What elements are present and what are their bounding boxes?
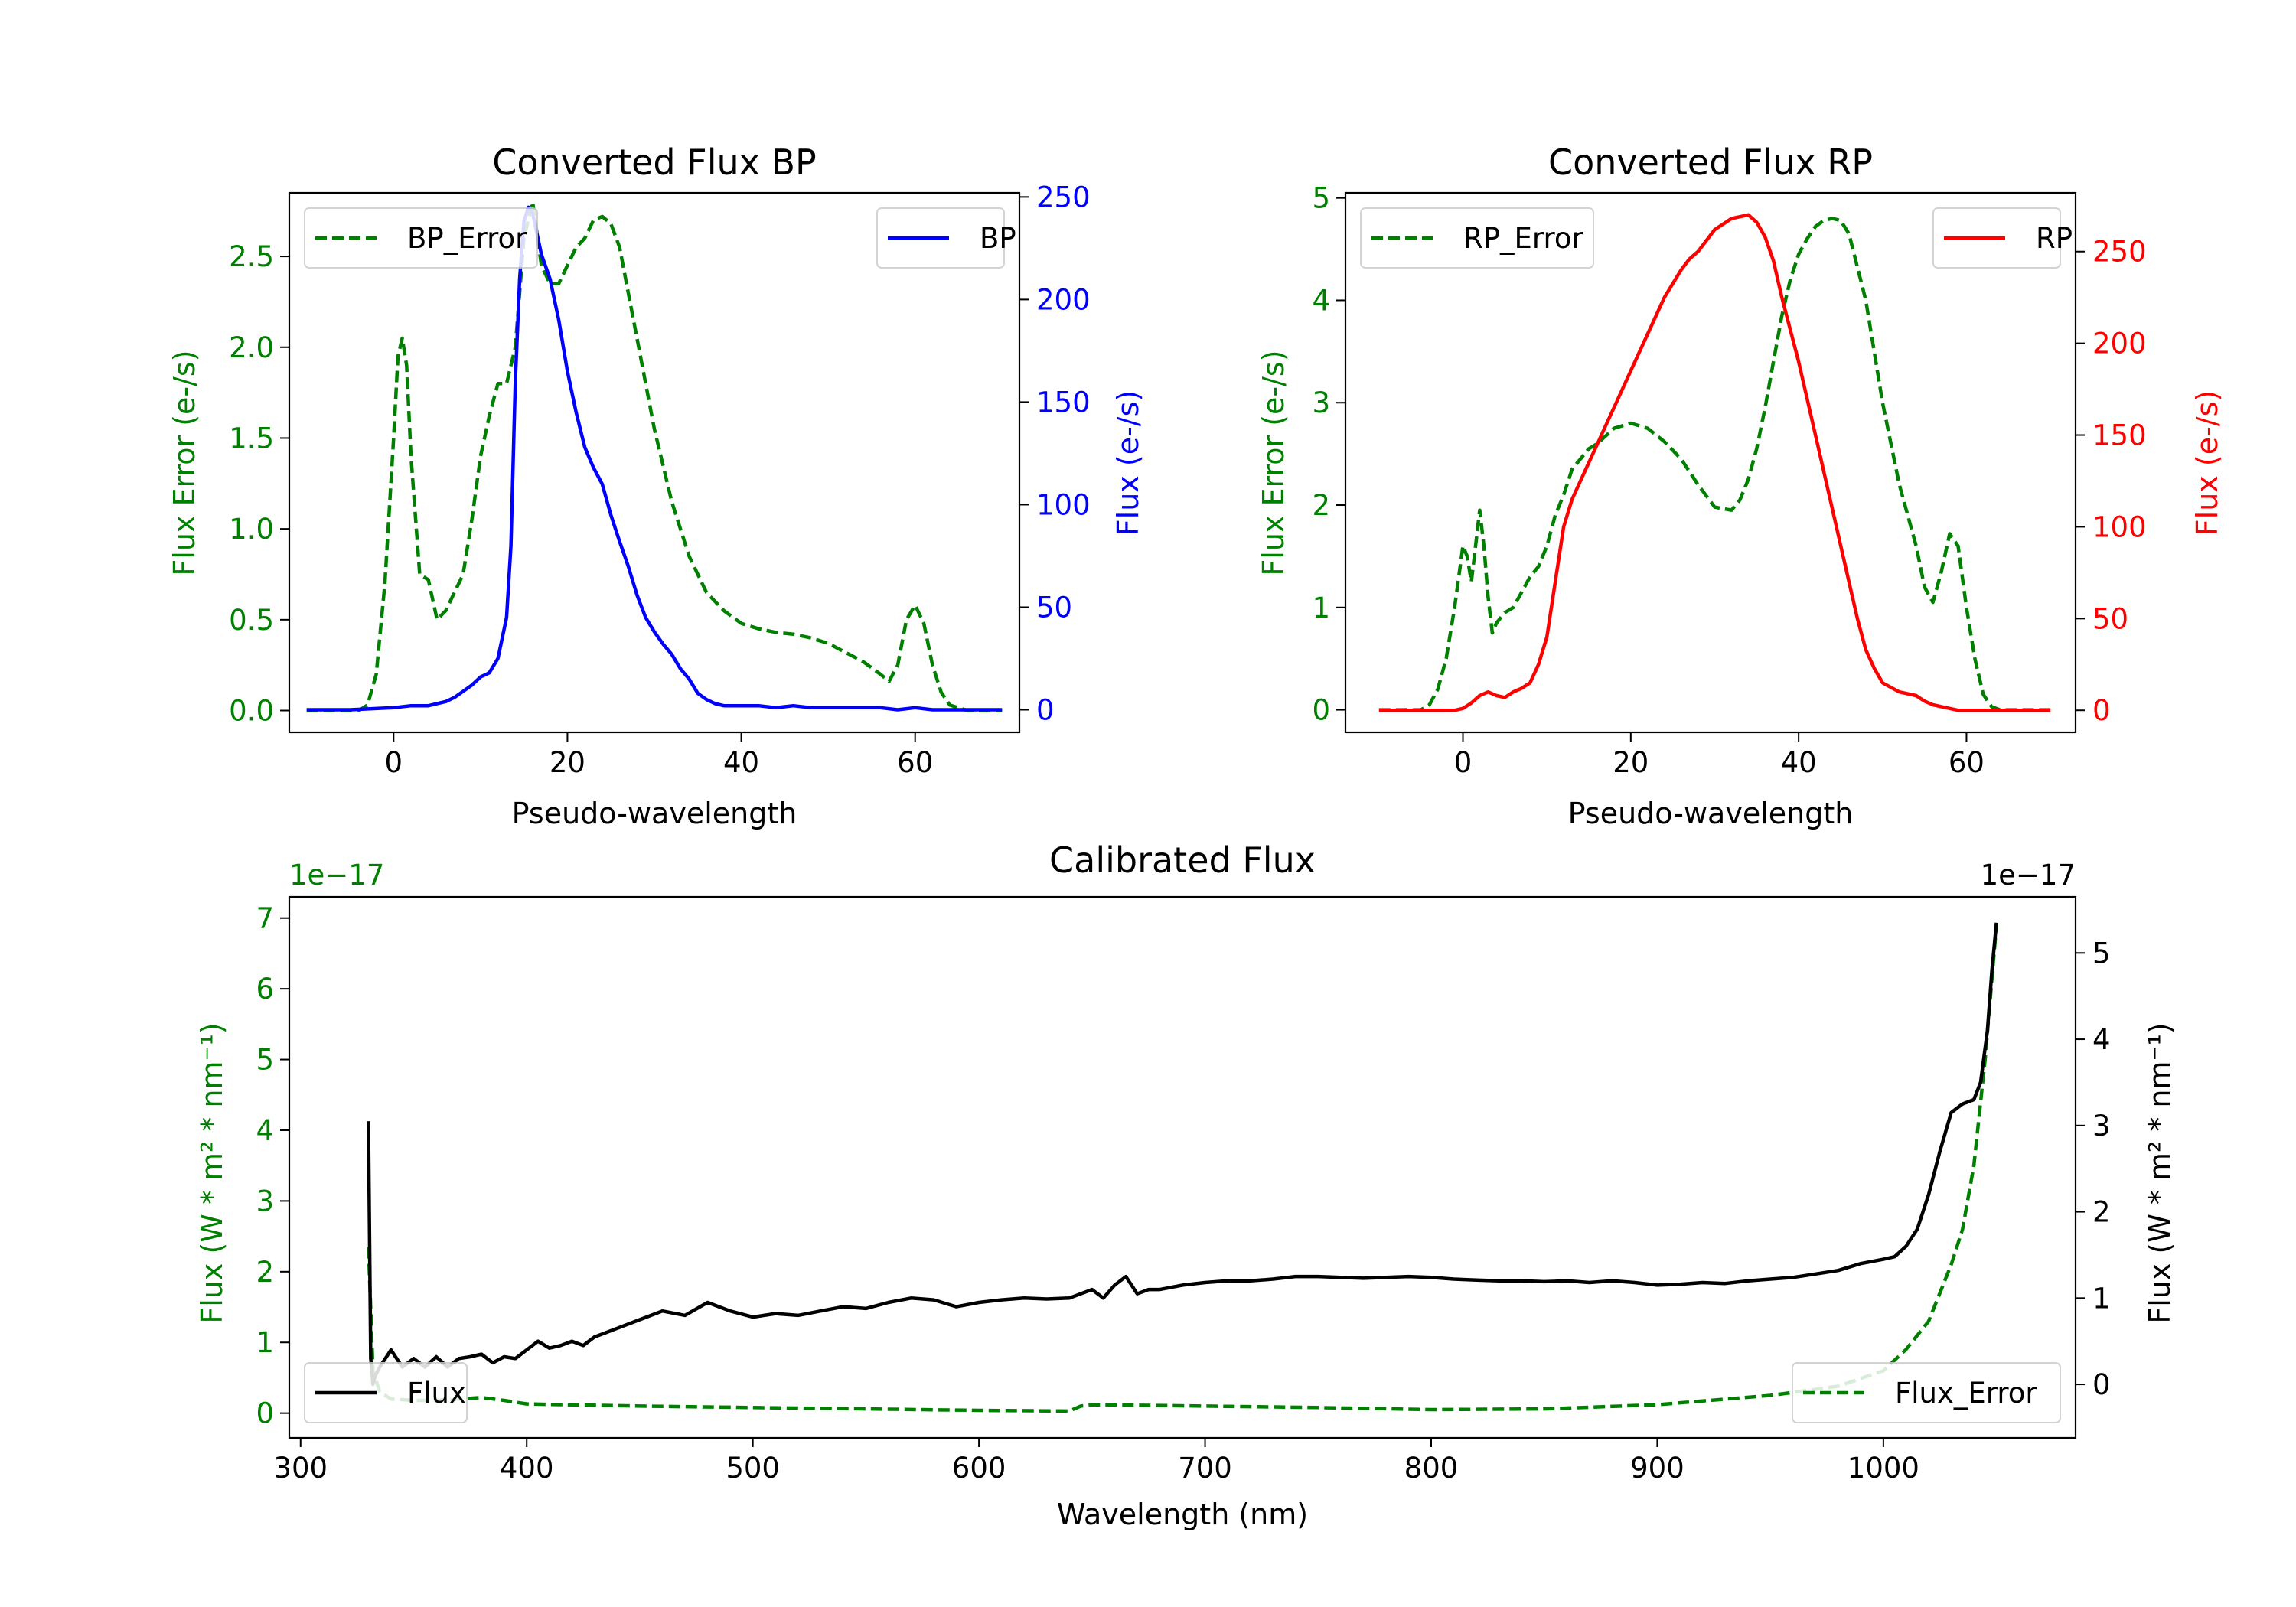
right-y-tick-label: 50: [1036, 591, 1072, 624]
left-y-tick-label: 1.0: [229, 513, 274, 546]
right-y-tick-label: 150: [1036, 386, 1091, 419]
legend-box: [1360, 207, 1594, 269]
x-tick-label: 300: [273, 1452, 328, 1485]
x-tick-label: 800: [1404, 1452, 1459, 1485]
left-y-tick-label: 4: [1312, 284, 1330, 317]
right-y-tick-label: 250: [2092, 236, 2147, 269]
right-y-tick-label: 4: [2092, 1023, 2111, 1056]
x-axis-label: Pseudo-wavelength: [1568, 797, 1854, 830]
x-tick-label: 60: [897, 746, 933, 779]
left-y-tick-label: 7: [256, 902, 274, 935]
right-y-tick-label: 200: [2092, 328, 2147, 360]
left-y-axis-label: Flux Error (e-/s): [168, 350, 201, 575]
plot-frame: [1344, 191, 2077, 734]
legend-label: RP: [2036, 222, 2073, 255]
right-y-axis-label: Flux (e-/s): [2190, 390, 2224, 536]
legend-label: BP: [980, 222, 1016, 255]
right-y-tick-label: 5: [2092, 937, 2111, 970]
left-y-tick-label: 4: [256, 1114, 274, 1147]
left-y-tick-label: 2.0: [229, 331, 274, 364]
series-line-bp-error: [306, 200, 1003, 712]
chart-converted-flux-bp: Converted Flux BP Pseudo-wavelength Flux…: [168, 142, 1145, 830]
plot-frame: [288, 895, 2077, 1439]
left-y-tick-label: 1.5: [229, 422, 274, 455]
legend-label: RP_Error: [1463, 222, 1583, 255]
left-y-tick-label: 3: [256, 1185, 274, 1217]
legend-rp: RP: [1932, 207, 2073, 269]
chart-title: Converted Flux BP: [492, 142, 817, 183]
left-y-tick-label: 1: [1312, 592, 1330, 624]
series-line-bp: [306, 205, 1003, 712]
left-y-tick-label: 0: [256, 1397, 274, 1430]
left-y-tick-label: 0: [1312, 694, 1330, 727]
legend-bp-error: BP_Error: [304, 207, 538, 269]
right-y-tick-label: 200: [1036, 283, 1091, 316]
series-line-rp-error: [1378, 217, 2051, 712]
left-y-tick-label: 3: [1312, 386, 1330, 419]
chart-title: Converted Flux RP: [1548, 142, 1873, 183]
left-y-tick-label: 0.0: [229, 695, 274, 728]
series-line-rp: [1378, 213, 2051, 712]
right-y-tick-label: 100: [2092, 510, 2147, 543]
right-y-offset-text: 1e−17: [1981, 859, 2076, 892]
x-axis-label: Pseudo-wavelength: [512, 797, 797, 830]
right-y-tick-label: 2: [2092, 1196, 2111, 1229]
right-y-axis-label: Flux (W * m² * nm⁻¹): [2143, 1022, 2177, 1323]
right-y-tick-label: 250: [1036, 181, 1091, 214]
right-y-tick-label: 150: [2092, 419, 2147, 452]
x-tick-label: 1000: [1848, 1452, 1919, 1485]
left-y-tick-label: 2: [256, 1256, 274, 1289]
chart-converted-flux-rp: Converted Flux RP Pseudo-wavelength Flux…: [1257, 142, 2224, 830]
legend-box: [304, 207, 538, 269]
x-tick-label: 40: [1781, 746, 1817, 779]
x-tick-label: 900: [1630, 1452, 1684, 1485]
legend-label: Flux_Error: [1895, 1377, 2037, 1410]
x-tick-label: 0: [385, 746, 403, 779]
chart-title: Calibrated Flux: [1049, 839, 1316, 881]
left-y-offset-text: 1e−17: [289, 859, 384, 892]
x-tick-label: 500: [726, 1452, 780, 1485]
series-line-flux: [367, 922, 1998, 1387]
right-y-tick-label: 0: [2092, 694, 2111, 727]
right-y-axis-label: Flux (e-/s): [1111, 390, 1145, 536]
left-y-tick-label: 6: [256, 973, 274, 1006]
left-y-axis-label: Flux (W * m² * nm⁻¹): [195, 1022, 229, 1323]
legend-flux-error: Flux_Error: [1792, 1362, 2061, 1423]
legend-bp: BP: [876, 207, 1016, 269]
legend-box: [1792, 1362, 2061, 1423]
x-axis-label: Wavelength (nm): [1057, 1498, 1308, 1531]
x-tick-label: 400: [500, 1452, 554, 1485]
right-y-tick-label: 0: [1036, 694, 1055, 727]
left-y-tick-label: 1: [256, 1326, 274, 1359]
legend-label: Flux: [407, 1377, 466, 1410]
plot-frame: [288, 191, 1021, 734]
left-y-axis-label: Flux Error (e-/s): [1257, 350, 1290, 575]
x-tick-label: 600: [952, 1452, 1006, 1485]
right-y-tick-label: 1: [2092, 1282, 2111, 1315]
left-y-tick-label: 5: [1312, 182, 1330, 215]
x-tick-label: 20: [550, 746, 585, 779]
legend-flux: Flux: [304, 1362, 468, 1423]
legend-rp-error: RP_Error: [1360, 207, 1594, 269]
right-y-tick-label: 0: [2092, 1368, 2111, 1401]
x-tick-label: 700: [1178, 1452, 1232, 1485]
legend-label: BP_Error: [407, 222, 527, 255]
left-y-tick-label: 2: [1312, 489, 1330, 522]
x-tick-label: 60: [1949, 746, 1985, 779]
legend-box: [304, 1362, 468, 1423]
x-tick-label: 0: [1454, 746, 1473, 779]
left-y-tick-label: 0.5: [229, 604, 274, 637]
chart-calibrated-flux: Calibrated Flux Wavelength (nm) Flux (W …: [195, 839, 2177, 1531]
right-y-tick-label: 50: [2092, 602, 2128, 635]
x-tick-label: 20: [1613, 746, 1649, 779]
left-y-tick-label: 5: [256, 1044, 274, 1077]
x-tick-label: 40: [723, 746, 759, 779]
left-y-tick-label: 2.5: [229, 240, 274, 273]
right-y-tick-label: 3: [2092, 1110, 2111, 1143]
right-y-tick-label: 100: [1036, 488, 1091, 521]
